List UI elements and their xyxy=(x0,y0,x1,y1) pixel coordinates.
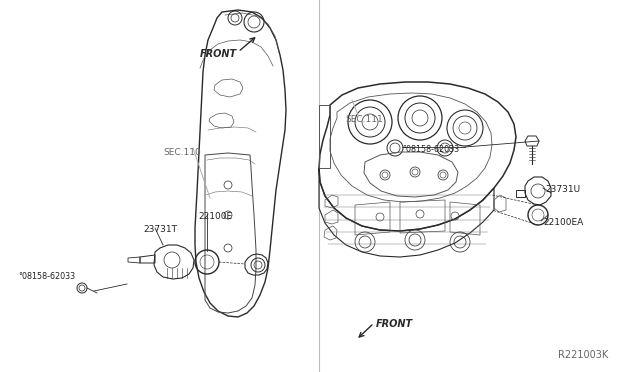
Text: SEC.110: SEC.110 xyxy=(163,148,201,157)
Text: FRONT: FRONT xyxy=(200,49,237,59)
Text: SEC.111: SEC.111 xyxy=(345,115,383,124)
Text: °08158-62033: °08158-62033 xyxy=(402,145,459,154)
Text: 23731T: 23731T xyxy=(143,225,177,234)
Text: FRONT: FRONT xyxy=(376,319,413,329)
Text: °08158-62033: °08158-62033 xyxy=(18,272,75,281)
Text: 22100E: 22100E xyxy=(198,212,232,221)
Text: 22100EA: 22100EA xyxy=(543,218,583,227)
Text: R221003K: R221003K xyxy=(558,350,608,360)
Text: 23731U: 23731U xyxy=(545,185,580,194)
